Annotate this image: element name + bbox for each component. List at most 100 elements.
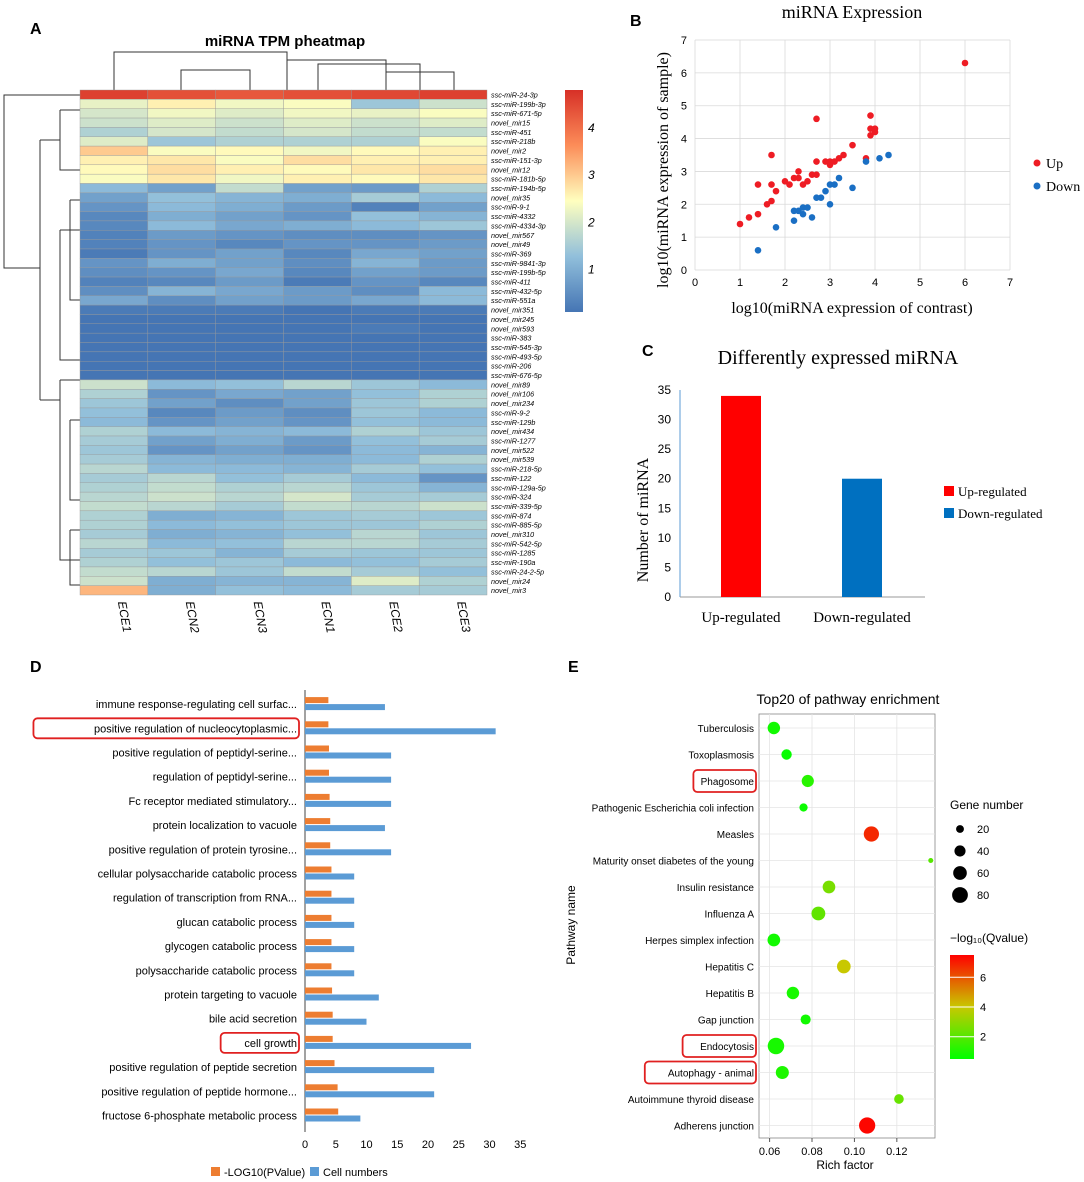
colorbar-tick-label: 1	[588, 262, 595, 276]
heatmap-cell	[283, 173, 352, 184]
heatmap-cell	[215, 286, 284, 296]
pathway-label: Adherens junction	[674, 1122, 754, 1133]
highlight-box	[643, 1060, 757, 1085]
colorbar-tick-label: 4	[588, 121, 595, 135]
pathway-bubble	[801, 774, 814, 788]
scatter-point-down	[831, 181, 838, 188]
heatmap-cell	[215, 417, 284, 427]
heatmap-cell	[283, 426, 352, 437]
bar-ylabel: Number of miRNA	[635, 457, 652, 582]
heatmap-row-label: ssc-miR-218-5p	[491, 465, 542, 474]
scatter-xtick: 4	[872, 277, 878, 289]
pathway-ylabel: Pathway name	[564, 885, 578, 965]
pathway-label: Phagosome	[701, 777, 755, 788]
heatmap-cell	[418, 117, 488, 128]
scatter-point-up	[795, 174, 802, 182]
heatmap-row-label: ssc-miR-411	[491, 278, 531, 287]
pathway-x-ticks: 0.06 0.08 0.10 0.12	[759, 1138, 908, 1158]
heatmap-cell	[79, 566, 149, 577]
heatmap-cell	[283, 99, 352, 109]
scatter-point-down	[799, 210, 807, 218]
heatmap-cell	[79, 491, 149, 502]
heatmap-cell	[351, 548, 420, 558]
heatmap-cell	[79, 211, 149, 222]
heatmap-cell	[79, 463, 149, 474]
heatmap-cell	[351, 445, 420, 455]
highlight-box	[681, 1034, 757, 1058]
heatmap-cell	[79, 370, 149, 381]
scatter-xtick: 3	[827, 277, 833, 289]
heatmap-row-label: novel_mir310	[491, 530, 534, 539]
heatmap-cell	[79, 314, 149, 324]
pathway-label: Herpes simplex infection	[645, 936, 754, 947]
heatmap-grid	[79, 89, 488, 596]
size-legend-label: 60	[977, 868, 989, 880]
scatter-gridlines	[694, 39, 1011, 271]
scatter-point-down	[849, 184, 856, 192]
heatmap-cell	[283, 136, 352, 147]
heatmap-cell	[418, 192, 488, 203]
heatmap-row-label: ssc-miR-4334-3p	[491, 221, 546, 230]
heatmap-cell	[79, 202, 149, 212]
panel-letter-a: A	[30, 21, 42, 38]
legend-pvalue-label: -LOG10(PValue)	[224, 1167, 305, 1179]
expression-scatter-panel: miRNA Expression 0 1 2 3 4 5 6 7 0 1 2 3 4 5 6 7 log10(…	[655, 2, 1080, 317]
panel-letter-d: D	[30, 659, 42, 676]
heatmap-cell	[418, 248, 488, 259]
pvalue-bar	[305, 842, 331, 849]
heatmap-cell	[147, 230, 216, 240]
go-xtick: 25	[453, 1139, 465, 1151]
heatmap-cell	[79, 220, 149, 231]
scatter-points	[736, 59, 969, 254]
scatter-xtick: 6	[962, 277, 968, 289]
heatmap-cell	[215, 248, 284, 259]
scatter-ticks: 0 1 2 3 4 5 6 7 0 1 2 3 4 5 6 7	[681, 35, 1013, 289]
go-term-label: cell growth	[244, 1038, 297, 1050]
pathway-label: Maturity onset diabetes of the young	[593, 857, 754, 868]
heatmap-cell	[215, 370, 284, 381]
row-dendrogram	[3, 94, 80, 586]
heatmap-cell	[351, 519, 420, 530]
pvalue-bar	[305, 914, 332, 921]
heatmap-row-label: novel_mir245	[491, 315, 535, 324]
heatmap-cell	[351, 220, 420, 231]
scatter-point-down	[885, 151, 892, 159]
pathway-bubble	[837, 959, 851, 974]
scatter-point-up	[754, 210, 762, 218]
qvalue-colorbar-ticks: 2 4 6	[950, 972, 986, 1044]
heatmap-cell	[418, 286, 488, 296]
scatter-xlabel: log10(miRNA expression of contrast)	[731, 300, 972, 317]
heatmap-cell	[351, 295, 420, 306]
heatmap-cell	[418, 548, 488, 558]
heatmap-cell	[79, 379, 149, 390]
heatmap-cell	[215, 548, 284, 558]
heatmap-cell	[147, 445, 216, 455]
pvalue-bar	[305, 1011, 333, 1018]
heatmap-cell	[147, 473, 216, 483]
heatmap-cell	[79, 295, 149, 306]
heatmap-cell	[418, 295, 488, 306]
heatmap-cell	[147, 286, 216, 296]
heatmap-cell	[215, 314, 284, 324]
heatmap-cell	[418, 445, 488, 455]
scatter-ytick: 5	[681, 101, 687, 113]
go-xtick: 15	[391, 1139, 403, 1151]
colorbar-tick-label: 6	[980, 972, 986, 984]
heatmap-cell	[147, 248, 216, 259]
heatmap-cell	[418, 323, 488, 334]
heatmap-cell	[283, 454, 352, 465]
heatmap-cell	[147, 342, 216, 353]
scatter-point-down	[772, 223, 780, 231]
gene-number-legend-title: Gene number	[950, 798, 1023, 812]
heatmap-cell	[351, 426, 420, 437]
size-legend-label: 80	[977, 890, 989, 902]
heatmap-cell	[147, 501, 216, 512]
heatmap-cell	[147, 314, 216, 324]
pvalue-bar	[305, 939, 332, 946]
heatmap-cell	[283, 220, 352, 231]
go-term-label: positive regulation of peptide hormone..…	[101, 1086, 297, 1098]
heatmap-cell	[147, 482, 216, 493]
colorbar-tick-label: 3	[588, 168, 595, 182]
heatmap-cell	[283, 239, 352, 250]
heatmap-cell	[351, 211, 420, 222]
